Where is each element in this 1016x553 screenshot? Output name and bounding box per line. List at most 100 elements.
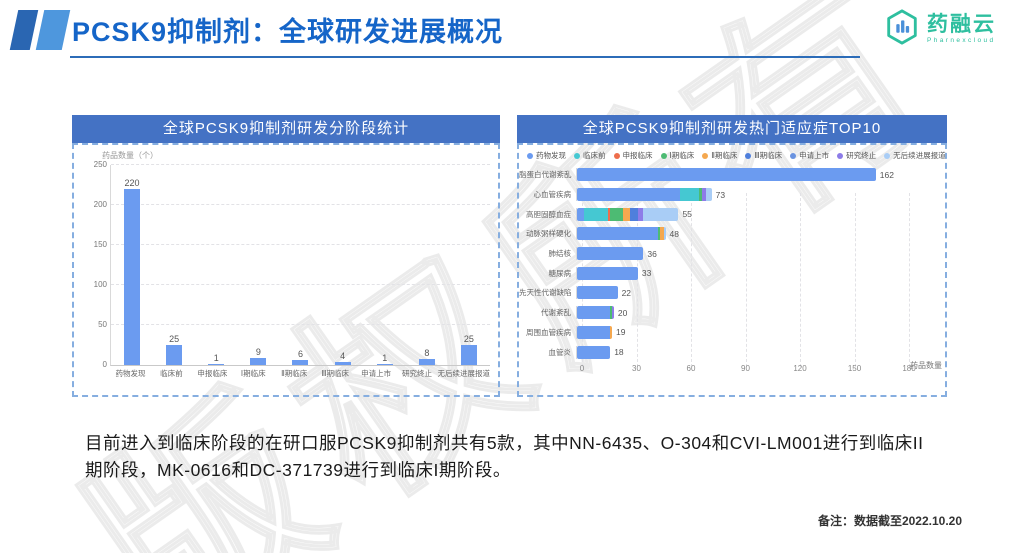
table-row: 脂蛋白代谢紊乱 162 <box>519 165 945 185</box>
right-chart-x-axis-label: 药品数量 <box>910 361 942 370</box>
logo: 药融云 Pharnexcloud <box>883 8 996 51</box>
stacked-bar <box>577 306 614 320</box>
legend-dot <box>884 152 891 159</box>
footnote: 备注：数据截至2022.10.20 <box>817 514 962 528</box>
bar-segment <box>577 227 659 241</box>
legend-label: 研究终止 <box>846 151 877 160</box>
x-tick-label: 150 <box>847 363 862 373</box>
bar-segment <box>577 168 876 182</box>
bar-value-label: 48 <box>669 228 679 239</box>
right-chart-x-axis-ticks: 0 30 60 90 120 150 180 <box>580 363 916 376</box>
y-tick-label: 0 <box>102 360 107 369</box>
legend-label: 申报临床 <box>622 151 653 160</box>
bar-track: 36 <box>576 247 909 261</box>
bar-value-label: 36 <box>647 248 657 259</box>
gridline <box>909 193 910 367</box>
right-chart-legend: 药物发现 临床前 申报临床 Ⅰ期临床 Ⅱ期临床 Ⅲ期临床 申请上市 研究终止 无后续进展报道 <box>527 150 946 161</box>
bar-segment <box>623 207 631 221</box>
legend-item: Ⅲ期临床 <box>745 150 782 161</box>
gridline <box>745 193 747 367</box>
legend-dot <box>702 152 709 159</box>
bar-value-label: 8 <box>424 347 430 358</box>
bar-segment <box>658 227 660 241</box>
bar-segment <box>659 227 664 241</box>
bar-segment <box>577 207 585 221</box>
legend-dot <box>745 152 752 159</box>
legend-dot <box>790 152 797 159</box>
gridline <box>854 193 856 367</box>
legend-item: 申报临床 <box>613 150 653 161</box>
x-category-label: 药物发现 <box>115 369 146 378</box>
bar-segment <box>577 306 611 320</box>
bar <box>460 345 477 365</box>
gridline <box>636 193 638 367</box>
title-underline <box>70 56 860 58</box>
category-label: 高胆固醇血症 <box>526 209 571 219</box>
bar-value-label: 220 <box>124 178 140 188</box>
x-category-label: 研究终止 <box>402 369 433 378</box>
bar-column: 6 <box>279 165 321 365</box>
bar <box>418 358 435 365</box>
bar <box>334 361 351 365</box>
bar <box>124 189 141 365</box>
bar-value-label: 1 <box>213 353 219 364</box>
legend-item: 研究终止 <box>837 150 876 161</box>
bar-column: 1 <box>195 165 237 365</box>
category-label: 糖尿病 <box>548 268 572 278</box>
x-tick-label: 90 <box>741 363 750 373</box>
bar-track: 33 <box>576 266 909 280</box>
bar-segment <box>612 306 614 320</box>
x-tick-label: 180 <box>902 363 916 373</box>
gridline <box>582 193 583 367</box>
table-row: 代谢紊乱 20 <box>519 303 945 323</box>
table-row: 周围血管疾病 19 <box>519 323 945 343</box>
bar-column: 4 <box>322 165 364 365</box>
bar-value-label: 25 <box>169 334 180 344</box>
bar-segment <box>577 266 638 280</box>
bar-segment <box>663 227 666 241</box>
bar-track: 55 <box>576 207 909 221</box>
logo-hexagon-chart-icon <box>883 8 921 51</box>
bar <box>376 364 393 365</box>
legend-dot <box>837 152 844 159</box>
table-row: 先天性代谢缺陷 22 <box>519 283 945 303</box>
x-category-label: 临床前 <box>160 369 183 378</box>
stacked-bar <box>577 325 613 339</box>
legend-item: Ⅰ期临床 <box>660 150 694 161</box>
x-category-label: Ⅱ期临床 <box>281 369 308 378</box>
table-row: 动脉粥样硬化 48 <box>519 224 945 244</box>
y-tick-label: 100 <box>93 280 107 289</box>
bar-value-label: 4 <box>340 350 346 361</box>
stacked-bar <box>577 266 638 280</box>
gridline <box>111 164 490 165</box>
left-chart-body: 药品数量（个） 0 50 100 150 200 250 220 25 1 9 6 4 1 8 25 药物发… <box>72 143 500 397</box>
x-tick-label: 60 <box>686 363 696 373</box>
bar-segment <box>608 207 611 221</box>
bar-segment <box>643 207 679 221</box>
y-tick-label: 50 <box>98 320 107 329</box>
bar-value-label: 162 <box>879 169 894 180</box>
bar-column: 25 <box>153 165 195 365</box>
bar-column: 1 <box>364 165 406 365</box>
bar-segment <box>577 247 644 261</box>
bar-segment <box>637 207 644 221</box>
category-label: 血管炎 <box>548 347 572 357</box>
y-tick-label: 150 <box>93 240 107 249</box>
bar-track: 22 <box>576 286 909 300</box>
bar-value-label: 20 <box>617 307 628 318</box>
bar-value-label: 6 <box>297 349 303 360</box>
x-category-label: 申报临床 <box>197 369 228 378</box>
bar-segment <box>706 188 712 202</box>
right-chart-title: 全球PCSK9抑制剂研发热门适应症TOP10 <box>517 115 947 143</box>
stacked-bar <box>577 188 712 202</box>
bar-segment <box>584 207 609 221</box>
stacked-bar <box>577 207 679 221</box>
bar <box>250 357 267 365</box>
left-chart-title: 全球PCSK9抑制剂研发分阶段统计 <box>72 115 500 143</box>
x-tick-label: 120 <box>793 363 807 373</box>
bar-track: 73 <box>576 188 909 202</box>
logo-subtitle: Pharnexcloud <box>927 37 996 45</box>
bar-column: 9 <box>237 165 279 365</box>
bar-track: 18 <box>576 345 909 359</box>
stacked-bar <box>577 227 666 241</box>
